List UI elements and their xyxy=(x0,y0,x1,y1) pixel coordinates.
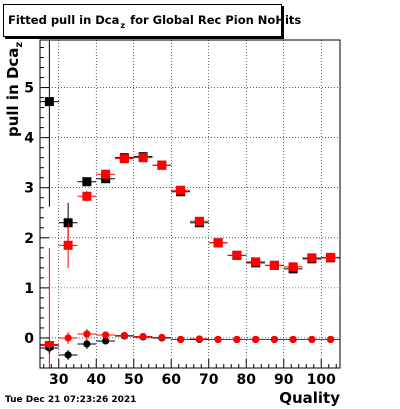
chart-title-rest: for Global Rec Pion NoHits xyxy=(130,13,302,27)
x-tick-label: 60 xyxy=(162,372,182,388)
chart-title: Fitted pull in Dcaz for Global Rec Pion … xyxy=(8,13,301,30)
data-point-circle xyxy=(64,351,72,359)
y-axis-label: pull in Dcaz xyxy=(4,42,25,137)
chart-title-box: Fitted pull in Dcaz for Global Rec Pion … xyxy=(3,4,301,37)
data-point-circle xyxy=(195,335,203,343)
x-tick-label: 70 xyxy=(199,372,219,388)
x-tick-label: 100 xyxy=(307,372,336,388)
y-tick-label: 0 xyxy=(24,331,34,347)
x-tick-label: 40 xyxy=(87,372,107,388)
chart-title-subscript: z xyxy=(120,21,126,30)
data-point-square xyxy=(307,253,317,263)
x-tick-label: 50 xyxy=(124,372,144,388)
data-point-circle xyxy=(139,332,147,341)
data-point-square xyxy=(213,238,223,248)
data-point-square xyxy=(82,191,92,201)
data-point-circle xyxy=(45,340,53,349)
y-tick-label: 5 xyxy=(24,81,34,97)
plot-frame xyxy=(39,39,341,369)
data-point-square xyxy=(288,262,298,272)
grid-lines xyxy=(40,40,340,368)
data-point-square xyxy=(82,177,92,187)
x-tick-label: 80 xyxy=(237,372,257,388)
data-point-square xyxy=(251,257,261,267)
data-point-circle xyxy=(64,334,72,342)
data-point-circle xyxy=(252,335,260,344)
data-point-square xyxy=(63,240,73,250)
series-1 xyxy=(40,40,340,274)
y-tick-label: 1 xyxy=(24,281,34,297)
data-point-circle xyxy=(83,340,91,348)
data-point-square xyxy=(194,216,204,226)
y-axis-label-subscript: z xyxy=(14,41,25,48)
chart-title-main: Fitted pull in Dca xyxy=(8,13,120,27)
data-point-circle xyxy=(158,333,166,342)
data-point-circle xyxy=(327,335,335,344)
data-point-square xyxy=(119,154,129,164)
data-point-circle xyxy=(233,335,241,344)
data-point-square xyxy=(269,260,279,270)
x-axis-label: Quality xyxy=(279,389,340,407)
data-point-circle xyxy=(270,335,278,344)
data-point-circle xyxy=(308,335,316,344)
data-point-square xyxy=(326,252,336,262)
data-point-circle xyxy=(289,335,297,344)
timestamp: Tue Dec 21 07:23:26 2021 xyxy=(5,395,137,405)
data-point-square xyxy=(157,160,167,170)
data-point-square xyxy=(101,169,111,179)
data-point-circle xyxy=(120,331,128,340)
data-point-circle xyxy=(102,337,110,345)
data-point-square xyxy=(232,250,242,260)
data-point-square xyxy=(138,153,148,163)
y-tick-label: 4 xyxy=(24,131,34,147)
data-point-square xyxy=(44,97,54,107)
y-tick-label: 3 xyxy=(24,181,34,197)
axes: 30 40 50 60 70 80 90 100 0 1 2 3 4 5 xyxy=(24,39,341,388)
data-point-circle xyxy=(83,330,91,338)
data-point-square xyxy=(176,185,186,195)
series-4 xyxy=(40,328,340,351)
y-tick-label: 2 xyxy=(24,231,34,247)
data-points xyxy=(40,40,340,368)
data-point-circle xyxy=(102,331,110,339)
data-point-circle xyxy=(177,335,185,344)
y-axis-label-main: pull in Dca xyxy=(4,47,22,137)
x-tick-label: 30 xyxy=(49,372,69,388)
data-point-circle xyxy=(214,335,222,344)
data-point-square xyxy=(101,174,111,184)
x-tick-label: 90 xyxy=(274,372,294,388)
